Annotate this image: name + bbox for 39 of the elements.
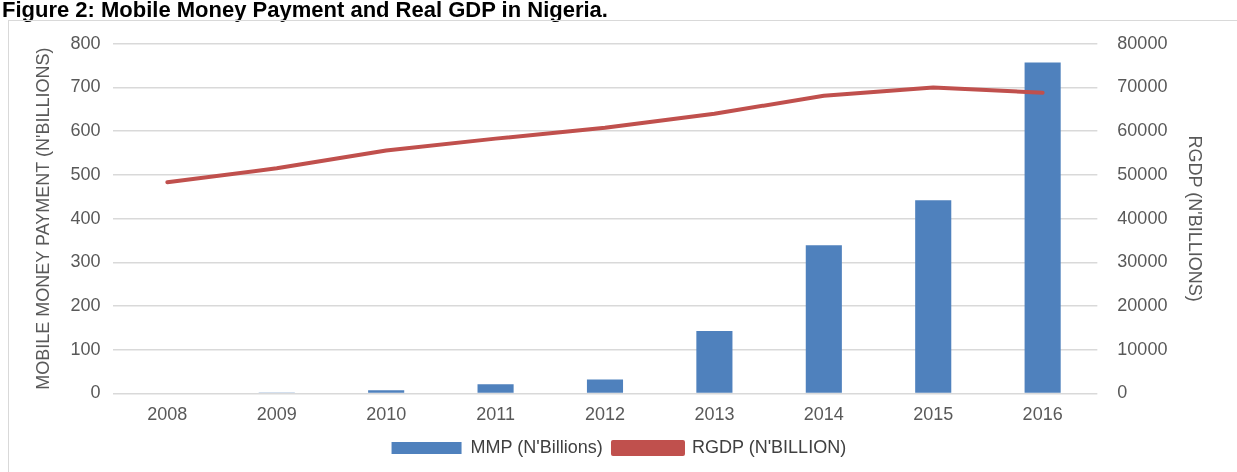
- y-tick-label: 400: [70, 207, 101, 228]
- legend-label: RGDP (N'BILLION): [691, 436, 847, 457]
- y-tick-label: 600: [70, 120, 101, 141]
- x-tick-label: 2014: [803, 404, 844, 425]
- x-tick-label: 2012: [584, 404, 626, 425]
- bar: [1024, 62, 1061, 393]
- y2-tick-label: 0: [1117, 382, 1128, 403]
- bar: [696, 330, 733, 393]
- y2-tick-label: 10000: [1117, 338, 1168, 359]
- x-tick-label: 2010: [366, 404, 407, 425]
- x-tick-label: 2015: [913, 404, 954, 425]
- y2-tick-label: 30000: [1117, 251, 1168, 272]
- y2-tick-label: 60000: [1117, 120, 1168, 141]
- chart-title: Figure 2: Mobile Money Payment and Real GDP in Nigeria.: [1, 0, 609, 22]
- bar: [915, 200, 952, 393]
- y2-axis-title: RGDP (N'BILLIONS): [1185, 135, 1206, 302]
- bar: [586, 379, 624, 393]
- bar: [477, 384, 514, 393]
- y-tick-label: 100: [70, 338, 101, 359]
- y-axis-title: MOBILE MONEY PAYMENT (N'BILLIONS): [32, 47, 53, 390]
- x-tick-label: 2011: [476, 404, 515, 425]
- legend-label: MMP (N'Billions): [470, 436, 603, 457]
- y-tick-label: 200: [70, 294, 101, 315]
- y-tick-label: 300: [70, 251, 101, 272]
- y-tick-label: 800: [70, 32, 101, 53]
- bar: [368, 390, 405, 393]
- y2-tick-label: 50000: [1117, 163, 1168, 184]
- y2-tick-label: 70000: [1117, 76, 1168, 97]
- x-tick-label: 2008: [147, 404, 188, 425]
- y-tick-label: 500: [70, 163, 101, 184]
- x-tick-label: 2013: [694, 404, 735, 425]
- bar: [805, 245, 842, 393]
- y2-tick-label: 20000: [1117, 294, 1168, 315]
- y-tick-label: 0: [90, 382, 101, 403]
- x-tick-label: 2016: [1022, 404, 1063, 425]
- y2-tick-label: 40000: [1117, 207, 1168, 228]
- x-tick-label: 2009: [256, 404, 297, 425]
- y-tick-label: 700: [70, 76, 101, 97]
- y2-tick-label: 80000: [1117, 32, 1168, 53]
